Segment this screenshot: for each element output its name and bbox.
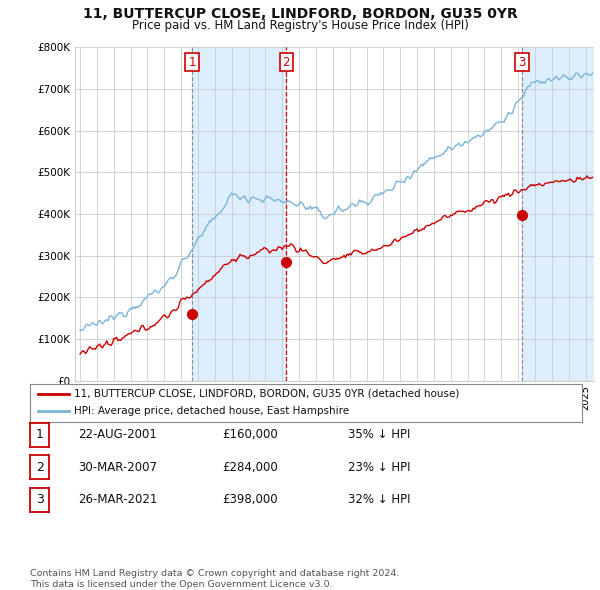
- Text: 23% ↓ HPI: 23% ↓ HPI: [348, 461, 410, 474]
- Text: 2: 2: [35, 461, 44, 474]
- Text: HPI: Average price, detached house, East Hampshire: HPI: Average price, detached house, East…: [74, 407, 349, 417]
- Bar: [192, 47, 286, 381]
- Text: 2: 2: [283, 55, 290, 68]
- Text: Price paid vs. HM Land Registry's House Price Index (HPI): Price paid vs. HM Land Registry's House …: [131, 19, 469, 32]
- Text: Contains HM Land Registry data © Crown copyright and database right 2024.
This d: Contains HM Land Registry data © Crown c…: [30, 569, 400, 589]
- Text: 3: 3: [35, 493, 44, 506]
- Text: 30-MAR-2007: 30-MAR-2007: [78, 461, 157, 474]
- Text: 1: 1: [35, 428, 44, 441]
- Text: 11, BUTTERCUP CLOSE, LINDFORD, BORDON, GU35 0YR: 11, BUTTERCUP CLOSE, LINDFORD, BORDON, G…: [83, 7, 517, 21]
- Text: £398,000: £398,000: [222, 493, 278, 506]
- Text: 11, BUTTERCUP CLOSE, LINDFORD, BORDON, GU35 0YR (detached house): 11, BUTTERCUP CLOSE, LINDFORD, BORDON, G…: [74, 389, 460, 399]
- Text: 3: 3: [518, 55, 526, 68]
- Text: 26-MAR-2021: 26-MAR-2021: [78, 493, 157, 506]
- Text: 22-AUG-2001: 22-AUG-2001: [78, 428, 157, 441]
- Text: 1: 1: [188, 55, 196, 68]
- Text: £160,000: £160,000: [222, 428, 278, 441]
- Text: 32% ↓ HPI: 32% ↓ HPI: [348, 493, 410, 506]
- Text: £284,000: £284,000: [222, 461, 278, 474]
- Text: 35% ↓ HPI: 35% ↓ HPI: [348, 428, 410, 441]
- Bar: [522, 47, 594, 381]
